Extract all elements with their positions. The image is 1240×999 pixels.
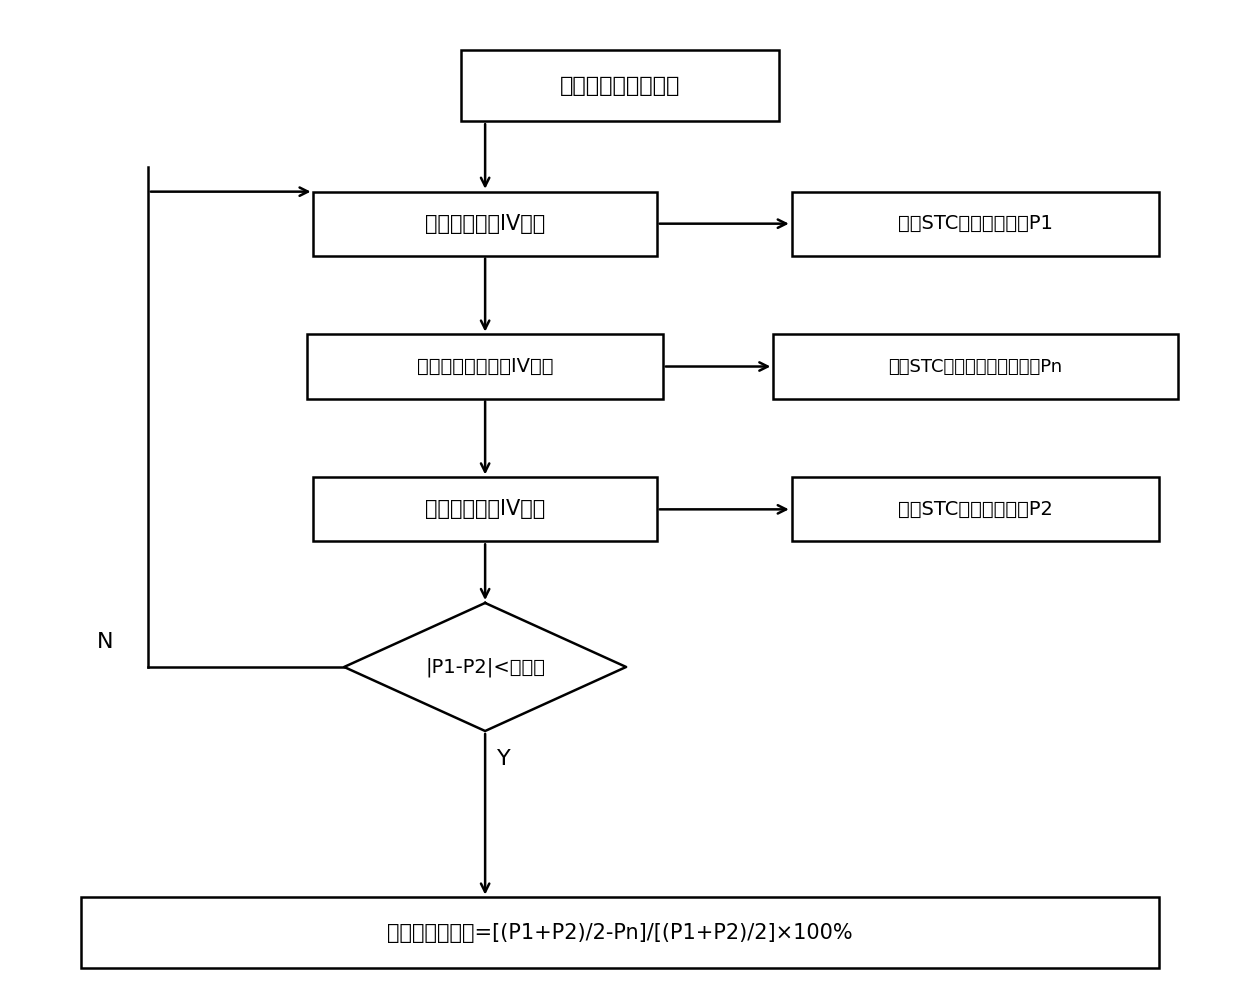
Bar (314, 192, 657, 256)
Text: N: N (97, 632, 113, 652)
Bar (314, 478, 657, 541)
Bar (81, 897, 1159, 968)
Bar (791, 192, 1159, 256)
Polygon shape (345, 603, 626, 731)
Text: 测试串联失配损失率: 测试串联失配损失率 (559, 76, 681, 96)
Bar (791, 478, 1159, 541)
Bar (308, 335, 663, 399)
Text: 同时测试每个组件IV曲线: 同时测试每个组件IV曲线 (417, 357, 553, 376)
Bar (460, 50, 780, 121)
Text: 测试整个组串IV曲线: 测试整个组串IV曲线 (425, 214, 546, 234)
Text: 计算失配损失率=[(P1+P2)/2-Pn]/[(P1+P2)/2]×100%: 计算失配损失率=[(P1+P2)/2-Pn]/[(P1+P2)/2]×100% (387, 923, 853, 943)
Bar (774, 335, 1178, 399)
Text: 获得STC下的最大功率P2: 获得STC下的最大功率P2 (898, 500, 1053, 518)
Text: |P1-P2|<阈值？: |P1-P2|<阈值？ (425, 657, 546, 676)
Text: 获得STC下的最大功率P1: 获得STC下的最大功率P1 (898, 214, 1053, 233)
Text: 获得STC下各组件累加值功率Pn: 获得STC下各组件累加值功率Pn (889, 358, 1063, 376)
Text: Y: Y (497, 748, 511, 769)
Text: 复测整个组串IV曲线: 复测整个组串IV曲线 (425, 500, 546, 519)
